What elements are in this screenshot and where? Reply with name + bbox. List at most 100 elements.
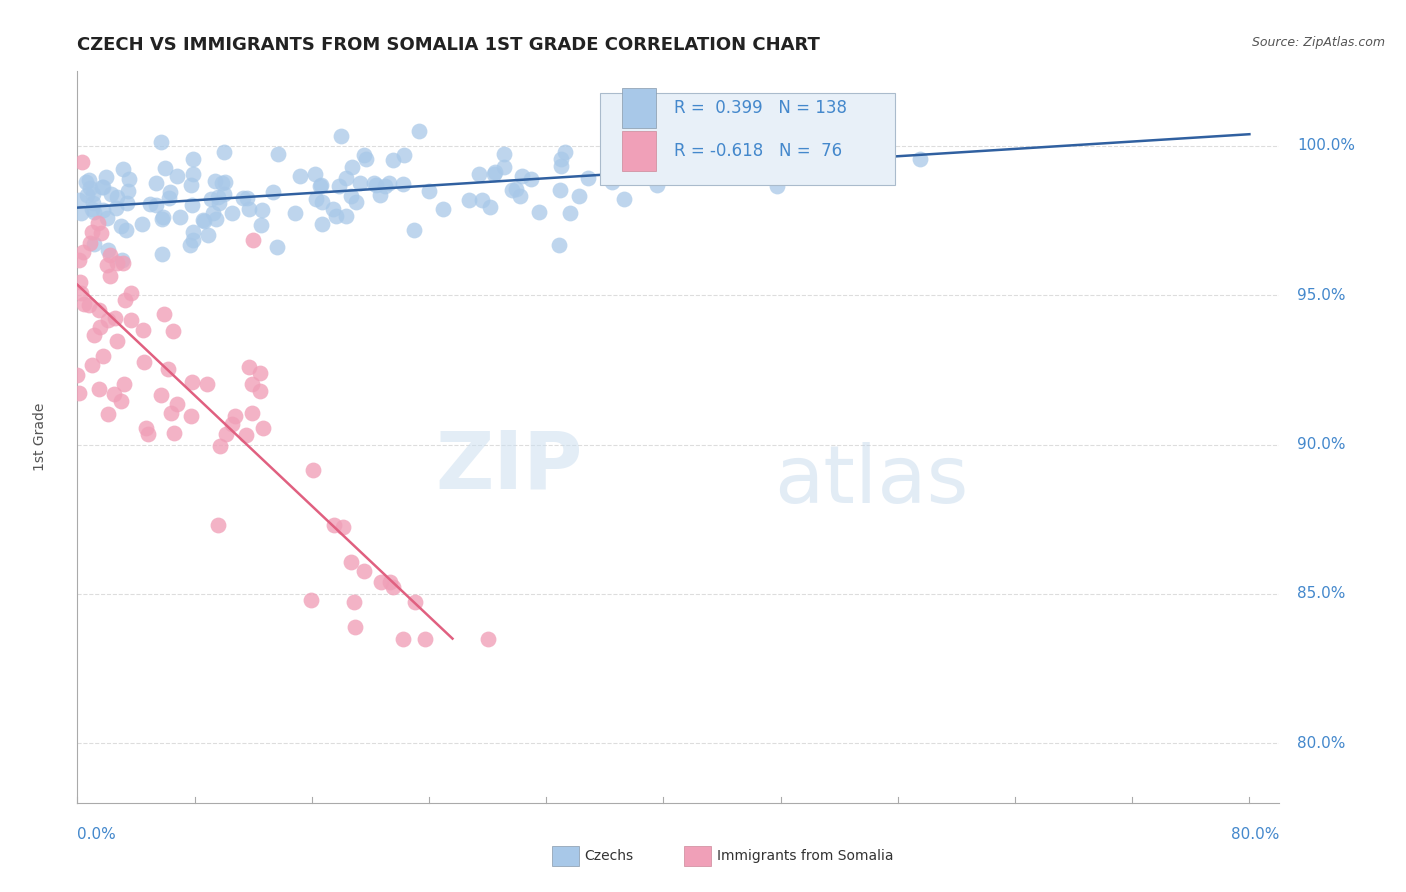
Point xyxy=(145,198,167,212)
Point xyxy=(83,237,105,252)
Point xyxy=(304,167,326,181)
Point xyxy=(112,377,135,392)
Point xyxy=(180,198,202,212)
Point xyxy=(224,409,246,424)
Point xyxy=(160,406,183,420)
Bar xyxy=(621,87,655,128)
Point xyxy=(115,196,138,211)
Point xyxy=(169,210,191,224)
Point xyxy=(340,188,363,202)
Point xyxy=(494,160,516,174)
Point xyxy=(181,234,204,248)
Point xyxy=(370,575,392,590)
Point xyxy=(89,320,111,334)
Text: 100.0%: 100.0% xyxy=(1298,138,1355,153)
Point xyxy=(132,355,155,369)
Point xyxy=(364,178,387,192)
Point xyxy=(105,334,128,349)
Point xyxy=(117,185,139,199)
Point xyxy=(211,176,233,190)
Point xyxy=(558,206,581,220)
Text: Czechs: Czechs xyxy=(585,849,634,863)
Text: ZIP: ZIP xyxy=(434,427,582,506)
Point xyxy=(548,238,571,252)
Point xyxy=(195,376,218,391)
Text: R =  0.399   N = 138: R = 0.399 N = 138 xyxy=(673,99,846,117)
Point xyxy=(240,406,263,420)
Point xyxy=(353,148,375,162)
Point xyxy=(91,349,114,363)
Point xyxy=(93,203,115,218)
Point xyxy=(340,160,363,174)
Point xyxy=(322,518,344,533)
Point xyxy=(908,153,931,167)
Point xyxy=(135,421,157,435)
Point xyxy=(150,211,173,226)
Point xyxy=(77,172,100,186)
Point xyxy=(703,153,725,168)
Point xyxy=(240,377,263,392)
Bar xyxy=(621,131,655,171)
Point xyxy=(191,213,214,227)
Point xyxy=(110,219,132,233)
Point xyxy=(311,194,333,209)
Point xyxy=(519,172,541,186)
Point xyxy=(238,360,260,375)
Point xyxy=(70,155,93,169)
Point xyxy=(181,225,204,239)
Bar xyxy=(685,846,711,866)
Point xyxy=(83,205,105,219)
Point xyxy=(86,216,108,230)
Point xyxy=(215,427,238,442)
Point xyxy=(325,209,347,223)
Point xyxy=(501,183,523,197)
Point xyxy=(70,206,93,220)
Point xyxy=(150,388,173,402)
Point xyxy=(100,268,122,283)
Point xyxy=(368,188,391,202)
Point xyxy=(214,175,236,189)
Point xyxy=(468,167,491,181)
Point xyxy=(529,204,551,219)
Point xyxy=(181,375,204,389)
Point xyxy=(512,169,534,183)
Point xyxy=(96,258,118,272)
Text: Source: ZipAtlas.com: Source: ZipAtlas.com xyxy=(1251,36,1385,49)
Point xyxy=(90,226,112,240)
Point xyxy=(737,154,759,169)
Point xyxy=(202,205,225,219)
Point xyxy=(299,593,322,607)
Point xyxy=(335,171,357,186)
Point xyxy=(432,202,454,216)
Point xyxy=(374,179,396,194)
Point xyxy=(80,226,103,240)
Point xyxy=(335,209,357,223)
Point xyxy=(266,240,288,254)
Point xyxy=(205,212,228,227)
Point xyxy=(83,327,105,342)
Point xyxy=(105,190,128,204)
Text: 0.0%: 0.0% xyxy=(77,827,117,842)
Point xyxy=(458,193,481,207)
Point xyxy=(413,632,436,646)
Text: 85.0%: 85.0% xyxy=(1298,586,1346,601)
Text: R = -0.618   N =  76: R = -0.618 N = 76 xyxy=(673,142,842,160)
Point xyxy=(356,152,378,166)
Point xyxy=(322,202,344,217)
Point xyxy=(404,223,426,237)
Point xyxy=(492,146,515,161)
Point xyxy=(80,358,103,372)
Point xyxy=(353,564,375,578)
Text: Immigrants from Somalia: Immigrants from Somalia xyxy=(717,849,893,863)
Point xyxy=(67,252,90,267)
Point xyxy=(69,286,91,301)
Bar xyxy=(553,846,579,866)
Point xyxy=(308,178,330,193)
Point xyxy=(104,202,127,216)
Point xyxy=(311,217,333,231)
Point xyxy=(179,238,201,252)
Point xyxy=(163,426,186,441)
Point xyxy=(180,178,202,192)
Point xyxy=(288,169,311,183)
Text: CZECH VS IMMIGRANTS FROM SOMALIA 1ST GRADE CORRELATION CHART: CZECH VS IMMIGRANTS FROM SOMALIA 1ST GRA… xyxy=(77,36,820,54)
